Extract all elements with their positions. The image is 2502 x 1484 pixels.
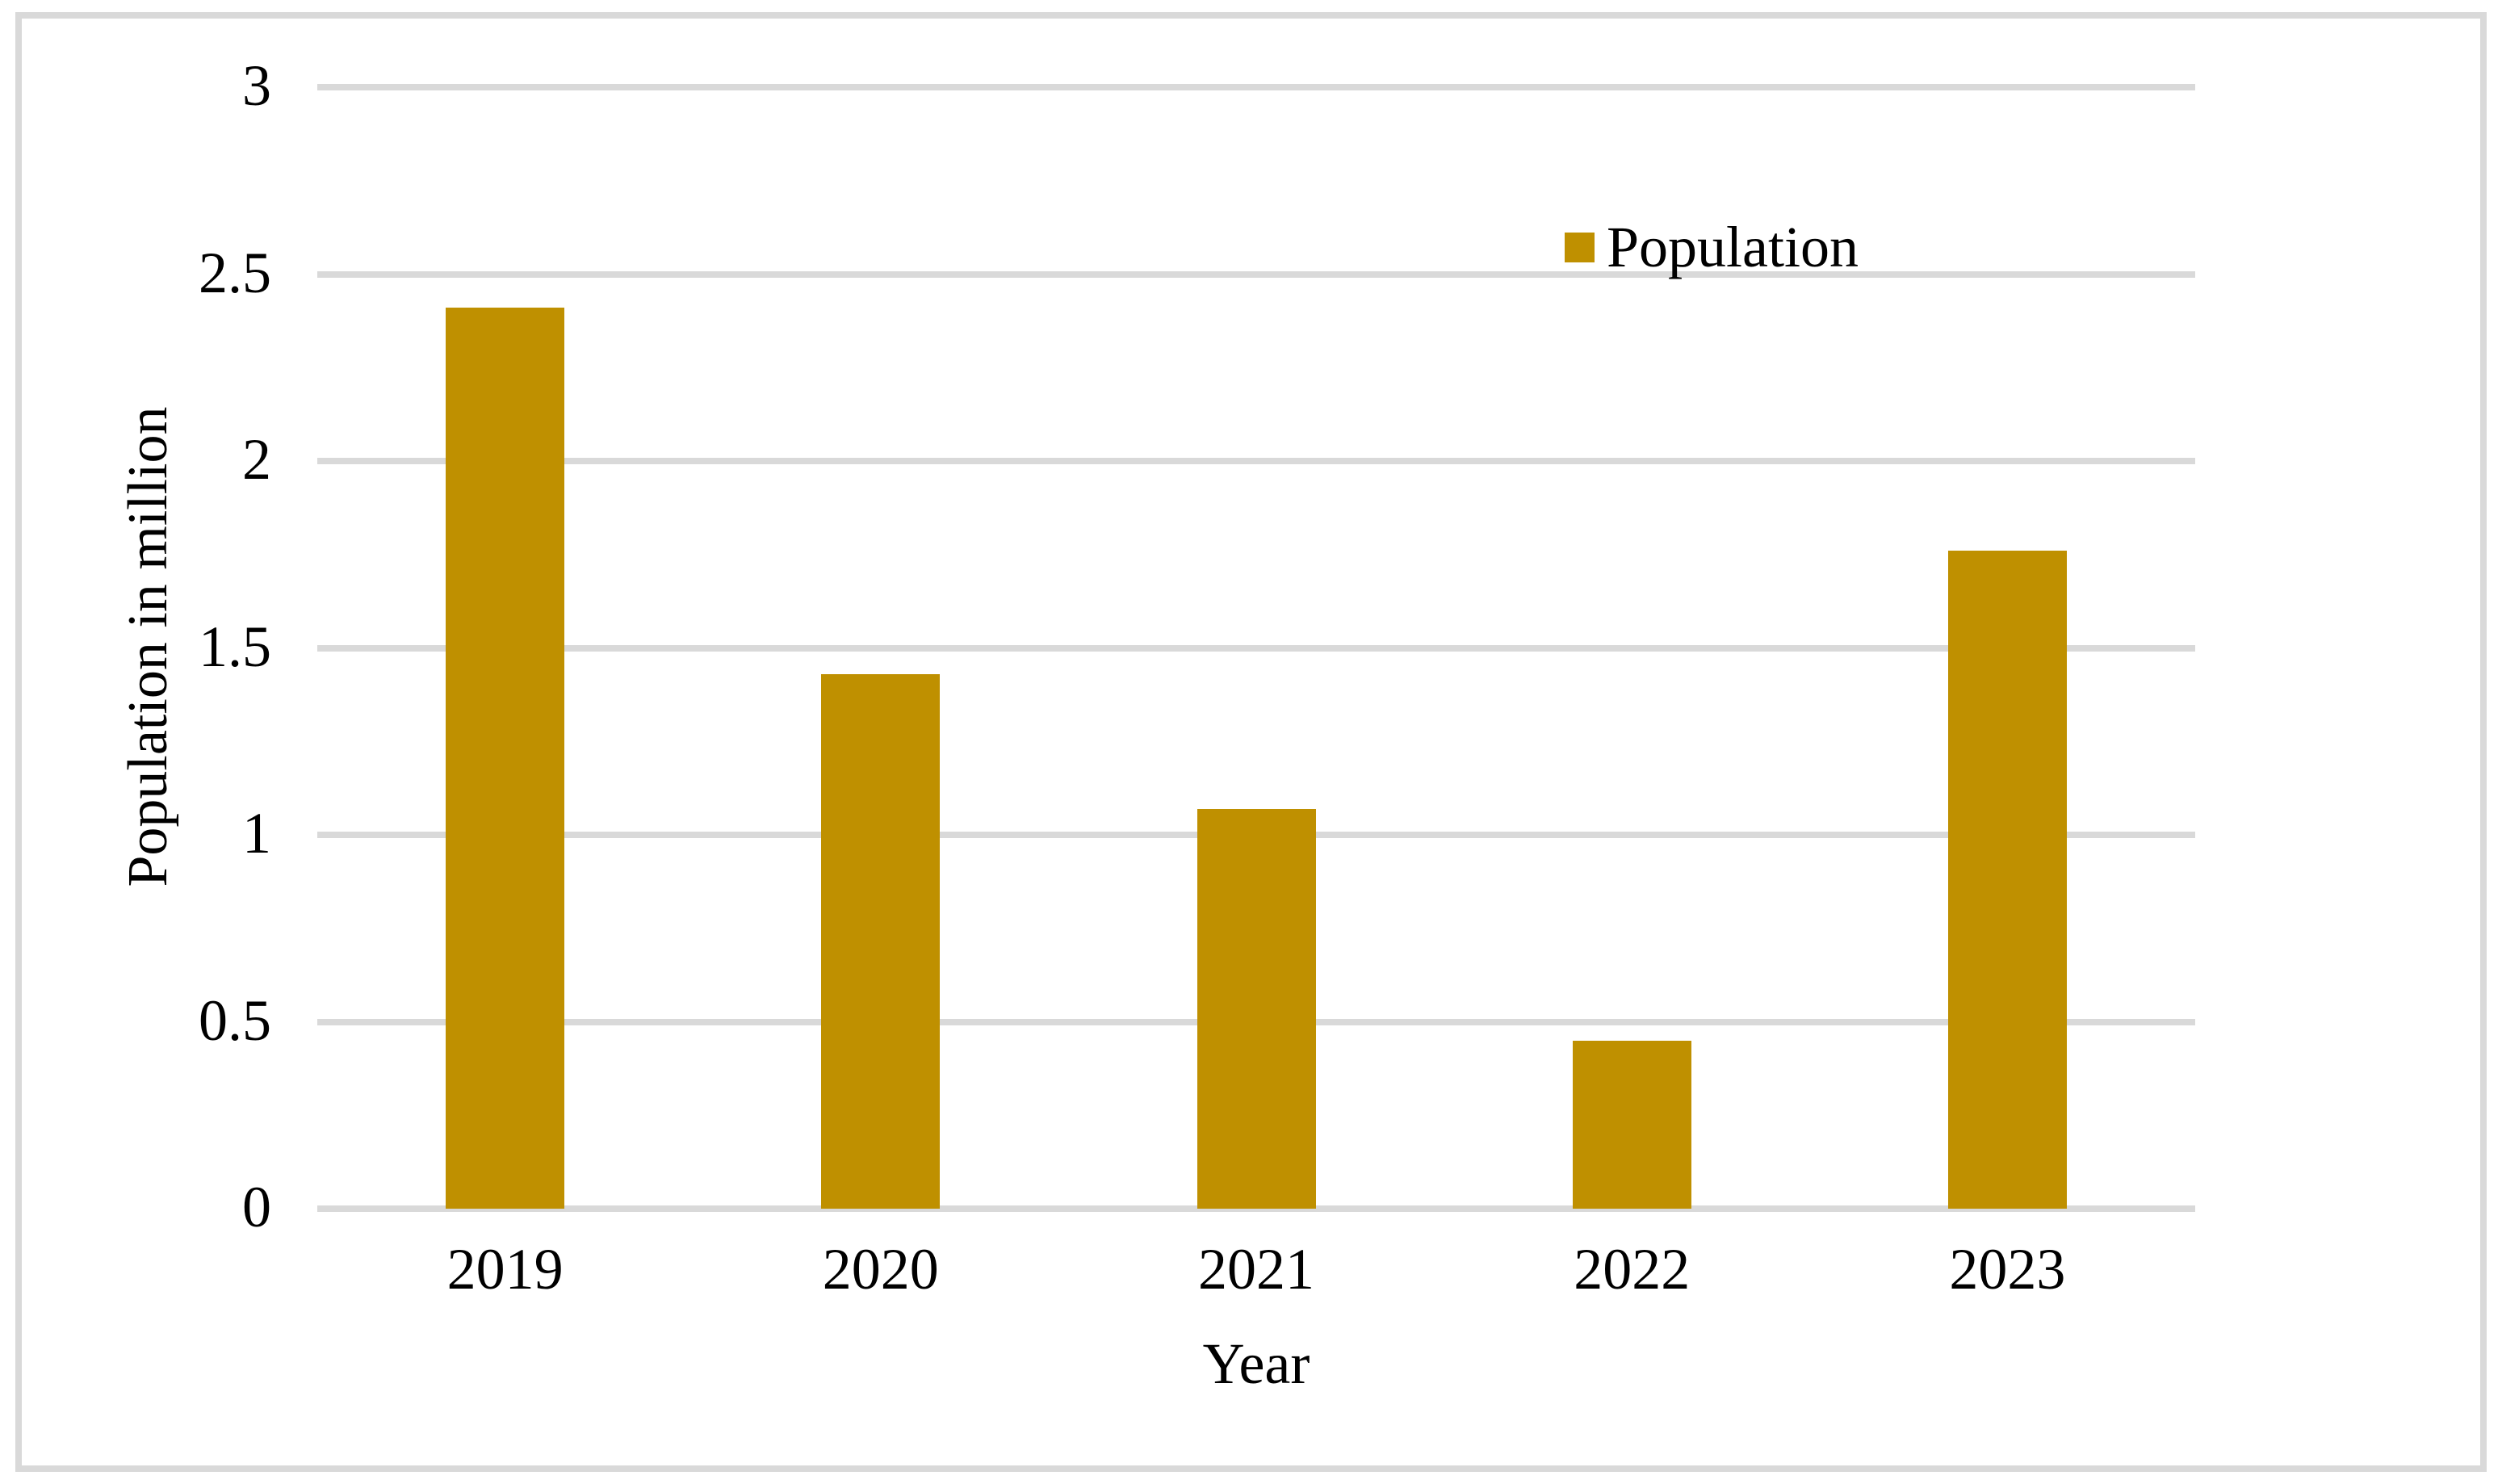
legend-swatch-icon	[1565, 232, 1595, 262]
legend: Population	[1565, 215, 1859, 279]
x-axis-title: Year	[1202, 1331, 1310, 1396]
bar-2020	[821, 674, 941, 1209]
x-tick-label: 2021	[1197, 1237, 1314, 1302]
gridline	[317, 84, 2195, 90]
bar-2022	[1572, 1041, 1691, 1209]
gridline	[317, 644, 2195, 652]
bar-2023	[1947, 551, 2067, 1209]
y-tick-label: 2.5	[199, 240, 271, 305]
y-tick-label: 1.5	[199, 614, 271, 679]
x-tick-label: 2022	[1574, 1237, 1691, 1302]
y-tick-label: 3	[242, 52, 271, 118]
gridline	[317, 458, 2195, 464]
y-tick-label: 0.5	[199, 987, 271, 1053]
y-tick-label: 1	[242, 800, 271, 866]
plot-area	[317, 84, 2195, 1212]
x-tick-label: 2023	[1949, 1237, 2066, 1302]
x-tick-label: 2020	[822, 1237, 939, 1302]
y-axis-title: Population in million	[117, 406, 179, 887]
x-tick-label: 2019	[446, 1237, 564, 1302]
gridline	[317, 270, 2195, 278]
legend-label: Population	[1607, 215, 1859, 279]
y-tick-label: 2	[242, 426, 271, 492]
figure-border	[15, 12, 2487, 1472]
y-tick-label: 0	[242, 1174, 271, 1239]
bar-2019	[446, 308, 565, 1209]
x-axis-line	[317, 1205, 2195, 1212]
bar-2021	[1197, 809, 1316, 1209]
